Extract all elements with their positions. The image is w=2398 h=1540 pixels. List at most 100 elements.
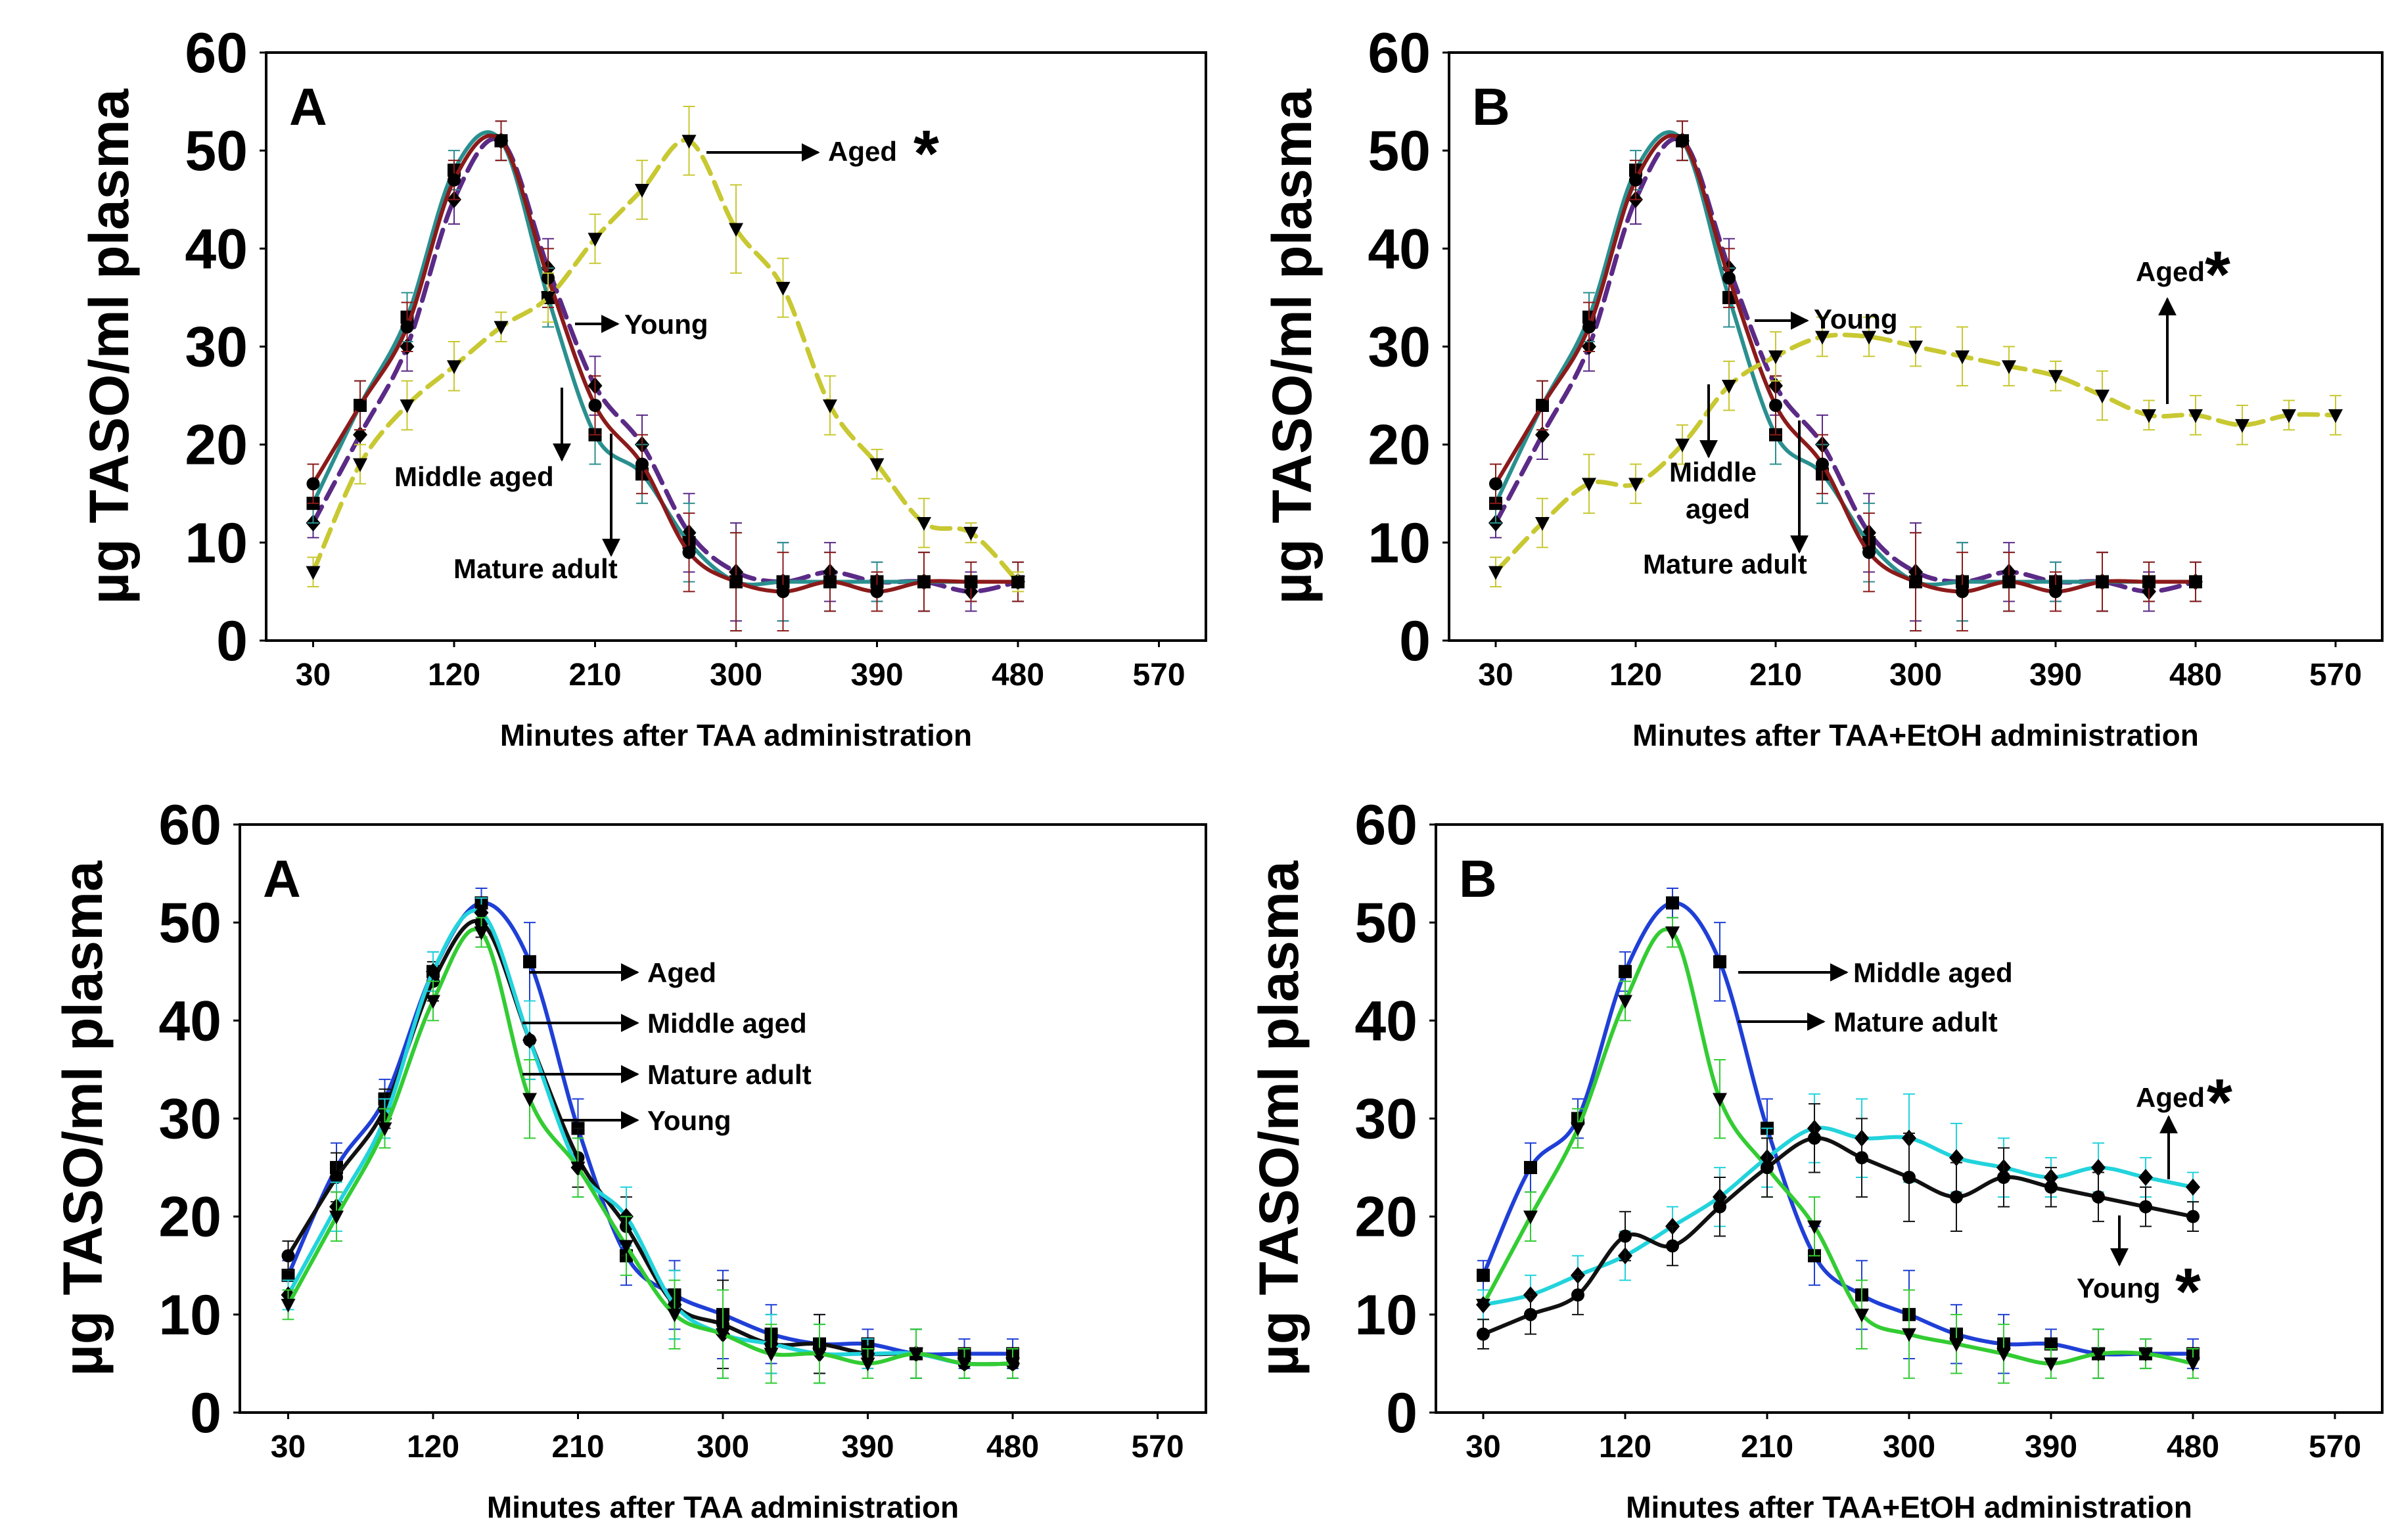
data-point	[2186, 1357, 2200, 1372]
annotation-label: Middle aged	[394, 461, 554, 492]
y-tick-label: 40	[1354, 989, 1418, 1053]
annotation-middle-aged: Middle aged	[522, 1008, 807, 1039]
series-young	[281, 917, 1020, 1384]
data-point	[1665, 926, 1680, 941]
data-point	[426, 962, 440, 980]
annotation-label: Mature adult	[453, 553, 618, 584]
x-axis-label: Minutes after TAA administration	[487, 1490, 959, 1524]
y-tick-label: 60	[1368, 22, 1431, 85]
data-point	[1011, 576, 1025, 590]
series-line	[1493, 136, 2198, 594]
y-tick-label: 50	[1368, 120, 1431, 183]
annotation-label: Aged	[828, 136, 897, 167]
data-point	[1722, 380, 1736, 394]
series-middle-aged	[1489, 120, 2202, 632]
x-tick-label: 30	[1478, 658, 1513, 692]
x-tick-label: 30	[296, 658, 331, 692]
significance-star: *	[913, 117, 939, 191]
y-tick-label: 10	[158, 1284, 221, 1347]
data-point	[870, 585, 884, 599]
data-point	[2188, 409, 2203, 423]
data-point	[1476, 1296, 1490, 1313]
annotation-label: Aged	[647, 957, 716, 988]
data-point	[1536, 399, 1549, 412]
data-point	[2096, 575, 2109, 589]
x-tick-label: 210	[551, 1430, 604, 1464]
y-axis-label: µg TASO/ml plasma	[1261, 88, 1323, 604]
data-point	[1488, 566, 1503, 580]
x-tick-label: 570	[2309, 1430, 2361, 1464]
x-tick-label: 120	[407, 1430, 459, 1464]
data-point	[619, 1240, 634, 1254]
series-line	[311, 133, 1020, 594]
data-point	[2049, 585, 2062, 599]
y-tick-label: 10	[1354, 1284, 1418, 1347]
y-tick-label: 30	[1368, 316, 1431, 379]
annotation-label: Young	[2077, 1273, 2161, 1303]
data-point	[1956, 585, 1969, 599]
x-axis-label: Minutes after TAA+EtOH administration	[1626, 1490, 2192, 1524]
annotation-label: Middle aged	[1669, 457, 1757, 524]
data-point	[1619, 964, 1632, 978]
data-point	[812, 1348, 827, 1362]
data-point	[1571, 1288, 1584, 1302]
series-line	[1494, 133, 2198, 594]
data-point	[2186, 1178, 2200, 1196]
data-point	[1713, 1200, 1726, 1213]
annotation-label: Mature adult	[1833, 1007, 1998, 1037]
data-point	[1535, 517, 1550, 531]
data-point	[2091, 1348, 2106, 1362]
data-point	[474, 926, 489, 941]
y-axis-label: µg TASO/ml plasma	[78, 88, 140, 604]
annotation-label: Mature adult	[1643, 549, 1807, 579]
data-point	[1713, 955, 1726, 968]
data-point	[1950, 1190, 1963, 1204]
series-line	[311, 136, 1021, 594]
y-tick-label: 50	[1354, 892, 1418, 955]
y-tick-label: 40	[185, 217, 248, 281]
annotation-aged: Aged *	[2136, 1066, 2232, 1179]
chart-panel-4: 0 10 20 30 40 50 60 30 120 210 300 390 480 570 µg TASO…	[1248, 794, 2384, 1524]
data-point	[354, 399, 367, 412]
x-tick-label: 480	[2169, 658, 2222, 692]
data-point	[353, 458, 367, 472]
data-point	[2138, 1169, 2153, 1186]
data-point	[1902, 1328, 1916, 1342]
series-young	[1477, 1103, 2200, 1350]
y-tick-label: 60	[158, 794, 221, 857]
data-point	[1524, 1161, 1537, 1175]
annotation-young: Young *	[2077, 1215, 2201, 1328]
data-point	[2044, 1357, 2058, 1372]
y-tick-label: 20	[1368, 414, 1431, 477]
series-line	[1481, 1136, 2195, 1336]
data-point	[823, 575, 837, 589]
x-tick-label: 570	[1131, 1430, 1184, 1464]
y-tick-label: 10	[1368, 512, 1431, 575]
data-point	[1477, 1327, 1490, 1341]
annotation-label: Mature adult	[647, 1059, 812, 1090]
data-point	[541, 291, 555, 306]
x-tick-label: 390	[850, 658, 903, 692]
data-point	[281, 1298, 296, 1313]
data-point	[1713, 1093, 1727, 1107]
series-aged	[1488, 316, 2343, 587]
annotation-aged: Aged	[529, 957, 716, 988]
data-point	[1808, 1131, 1821, 1145]
data-point	[957, 1357, 972, 1372]
annotation-label: Aged	[2136, 256, 2205, 287]
x-tick-label: 300	[697, 1430, 749, 1464]
x-tick-label: 300	[1883, 1430, 1935, 1464]
data-point	[494, 321, 509, 335]
data-point	[869, 458, 885, 472]
series-line	[311, 130, 1020, 587]
panel-label: B	[1472, 78, 1510, 136]
data-point	[682, 545, 696, 559]
annotation-mature-adult: Mature adult	[1643, 420, 1809, 579]
y-tick-label: 40	[1368, 217, 1431, 281]
x-tick-label: 570	[1132, 658, 1185, 692]
data-point	[1909, 575, 1922, 589]
annotation-middle-aged: Middle aged	[1669, 384, 1757, 524]
x-tick-label: 480	[992, 658, 1044, 692]
y-tick-label: 10	[185, 512, 248, 575]
data-point	[729, 575, 743, 589]
